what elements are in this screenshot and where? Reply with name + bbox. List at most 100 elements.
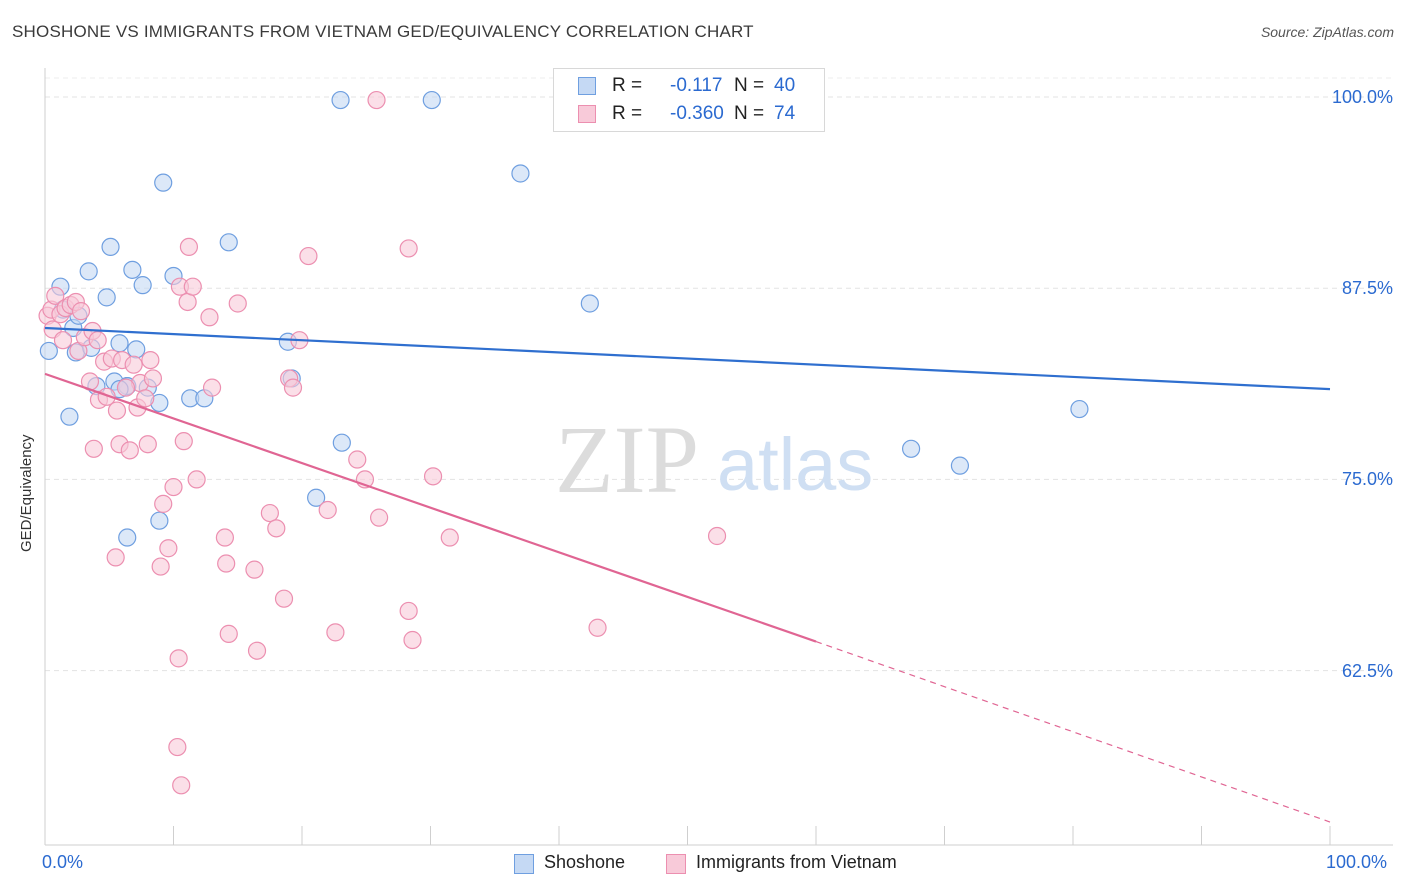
- chart-source: Source: ZipAtlas.com: [1260, 24, 1394, 40]
- legend-n-value: 40: [774, 75, 796, 96]
- grid-layer: [45, 77, 1393, 672]
- vietnam-point: [318, 500, 337, 520]
- vietnam-point: [200, 308, 219, 327]
- legend-n-label: N =: [734, 103, 765, 124]
- shoshone-point: [219, 233, 238, 252]
- vietnam-point: [283, 378, 303, 397]
- vietnam-point: [215, 528, 234, 547]
- vietnam-point: [164, 477, 183, 497]
- bottom-swatch-vietnam: [666, 854, 686, 874]
- shoshone-point: [901, 439, 921, 458]
- shoshone-point: [101, 237, 120, 257]
- vietnam-point: [183, 277, 202, 296]
- vietnam-point: [136, 389, 155, 408]
- shoshone-point: [580, 294, 599, 313]
- shoshone-point: [79, 262, 98, 281]
- shoshone-point: [39, 341, 58, 361]
- vietnam-point: [88, 331, 107, 350]
- vietnam-point: [84, 439, 103, 458]
- vietnam-point: [202, 378, 222, 397]
- watermark-atlas: atlas: [717, 423, 873, 506]
- shoshone-point: [110, 334, 129, 353]
- legend-r-label: R =: [612, 75, 643, 96]
- shoshone-point: [511, 164, 530, 183]
- vietnam-point: [106, 548, 125, 567]
- stats-legend: R = -0.117 N = 40 R = -0.360 N = 74: [553, 68, 825, 132]
- vietnam-point: [707, 526, 727, 546]
- vietnam-point: [143, 369, 163, 388]
- vietnam-point: [169, 649, 188, 668]
- chart-title: SHOSHONE VS IMMIGRANTS FROM VIETNAM GED/…: [12, 22, 754, 41]
- shoshone-point: [118, 528, 137, 547]
- shoshone-point: [97, 288, 116, 307]
- y-tick-75: 75.0%: [1341, 469, 1393, 489]
- vietnam-point: [348, 450, 367, 469]
- y-tick-100: 100.0%: [1331, 87, 1393, 107]
- vietnam-point: [168, 737, 187, 757]
- shoshone-point: [422, 90, 441, 110]
- vietnam-point: [178, 292, 197, 312]
- legend-n-label: N =: [734, 75, 765, 96]
- vietnam-point: [274, 589, 294, 608]
- vietnam-point: [159, 539, 178, 558]
- legend-r-value: -0.117: [670, 75, 723, 96]
- shoshone-point: [150, 511, 169, 530]
- legend-swatch-vietnam: [578, 105, 596, 123]
- legend-n-value: 74: [774, 103, 796, 124]
- vietnam-point: [267, 519, 286, 538]
- shoshone-point: [123, 260, 142, 279]
- vietnam-point: [228, 294, 247, 313]
- bottom-swatch-shoshone: [514, 854, 534, 874]
- vietnam-point: [124, 355, 143, 374]
- vietnam-point: [71, 302, 91, 321]
- shoshone-trend-line: [44, 326, 1331, 391]
- axes-layer: [44, 68, 1393, 846]
- vietnam-point: [179, 237, 199, 257]
- vietnam-point: [151, 557, 170, 576]
- shoshone-point: [154, 173, 173, 192]
- shoshone-point: [332, 433, 351, 452]
- vietnam-point: [370, 508, 389, 527]
- vietnam-point: [588, 618, 607, 637]
- y-tick-62-5: 62.5%: [1341, 661, 1393, 681]
- vietnam-trend-line: [44, 372, 817, 643]
- legend-r-label: R =: [612, 103, 643, 124]
- vietnam-point: [141, 350, 160, 370]
- vietnam-point: [326, 623, 345, 642]
- legend-r-value: -0.360: [670, 103, 724, 124]
- bottom-legend-label: Immigrants from Vietnam: [696, 852, 897, 872]
- vietnam-point: [53, 331, 73, 350]
- shoshone-point: [127, 340, 146, 359]
- x-tick-right: 100.0%: [1326, 852, 1388, 872]
- points-layer: [38, 90, 1089, 795]
- legend-swatch-shoshone: [578, 77, 596, 95]
- vietnam-point: [399, 601, 418, 621]
- vietnam-point: [138, 435, 157, 454]
- shoshone-point: [1070, 399, 1089, 419]
- shoshone-point: [307, 488, 326, 507]
- vietnam-point: [299, 246, 318, 266]
- vietnam-point: [403, 630, 422, 650]
- vietnam-point: [154, 494, 173, 513]
- y-tick-87-5: 87.5%: [1341, 278, 1393, 298]
- vietnam-point: [116, 378, 136, 397]
- y-axis-label: GED/Equivalency: [18, 434, 35, 552]
- vietnam-point: [107, 401, 127, 420]
- vietnam-point: [367, 90, 386, 110]
- vietnam-point: [247, 641, 267, 660]
- vietnam-point: [97, 387, 116, 406]
- shoshone-point: [331, 90, 350, 110]
- bottom-legend-label: Shoshone: [544, 852, 626, 872]
- vietnam-point: [172, 776, 191, 795]
- vietnam-point: [120, 441, 139, 460]
- watermark-zip: ZIP: [555, 406, 699, 513]
- vietnam-point: [440, 528, 459, 547]
- vietnam-point: [399, 239, 418, 258]
- vietnam-point: [260, 503, 279, 523]
- vietnam-point: [174, 432, 193, 451]
- vietnam-point: [187, 470, 206, 489]
- vietnam-point: [219, 624, 238, 643]
- shoshone-point: [133, 276, 152, 295]
- vietnam-point: [423, 467, 443, 486]
